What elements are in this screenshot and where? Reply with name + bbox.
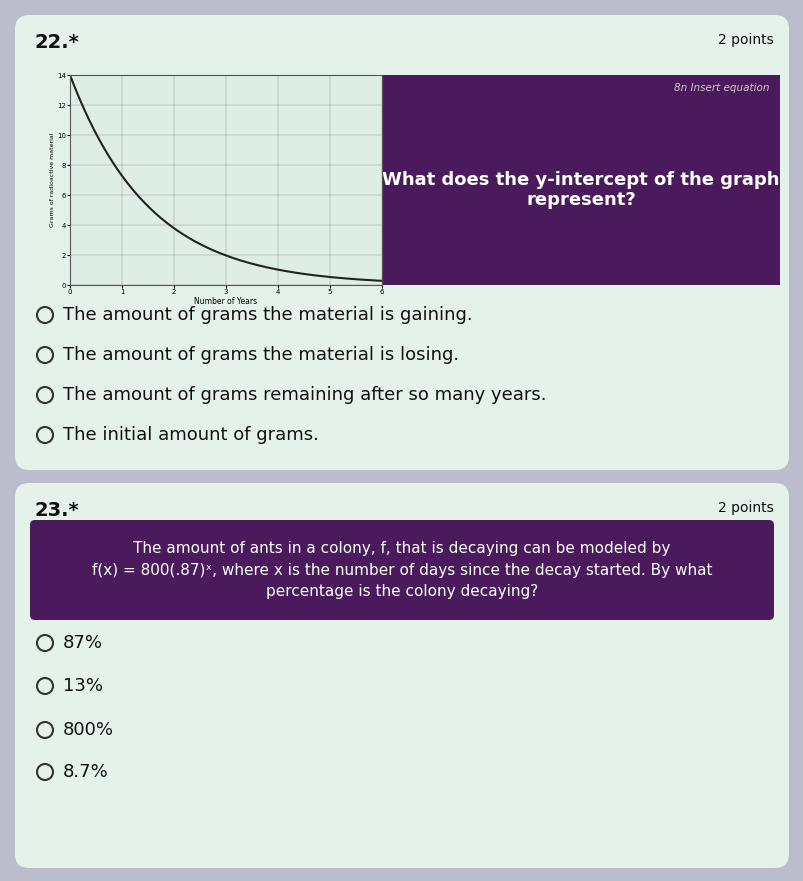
Text: The initial amount of grams.: The initial amount of grams. bbox=[63, 426, 319, 444]
Text: What does the y-intercept of the graph represent?: What does the y-intercept of the graph r… bbox=[381, 171, 779, 210]
X-axis label: Number of Years: Number of Years bbox=[194, 297, 257, 306]
Text: 800%: 800% bbox=[63, 721, 114, 739]
Text: The amount of grams the material is gaining.: The amount of grams the material is gain… bbox=[63, 306, 472, 324]
FancyBboxPatch shape bbox=[381, 75, 779, 285]
Text: 87%: 87% bbox=[63, 634, 103, 652]
Text: 13%: 13% bbox=[63, 677, 103, 695]
Text: 2 points: 2 points bbox=[717, 501, 773, 515]
Text: 23.*: 23.* bbox=[35, 501, 79, 520]
Text: The amount of grams the material is losing.: The amount of grams the material is losi… bbox=[63, 346, 459, 364]
Text: 22.*: 22.* bbox=[35, 33, 79, 52]
FancyBboxPatch shape bbox=[15, 483, 788, 868]
Text: 2 points: 2 points bbox=[717, 33, 773, 47]
Text: The amount of grams remaining after so many years.: The amount of grams remaining after so m… bbox=[63, 386, 546, 404]
Y-axis label: Grams of radioactive material: Grams of radioactive material bbox=[51, 133, 55, 227]
Text: 8n Insert equation: 8n Insert equation bbox=[674, 83, 769, 93]
FancyBboxPatch shape bbox=[15, 15, 788, 470]
Text: The amount of ants in a colony, f, that is decaying can be modeled by
f(x) = 800: The amount of ants in a colony, f, that … bbox=[92, 541, 711, 599]
FancyBboxPatch shape bbox=[30, 520, 773, 620]
Text: 8.7%: 8.7% bbox=[63, 763, 108, 781]
